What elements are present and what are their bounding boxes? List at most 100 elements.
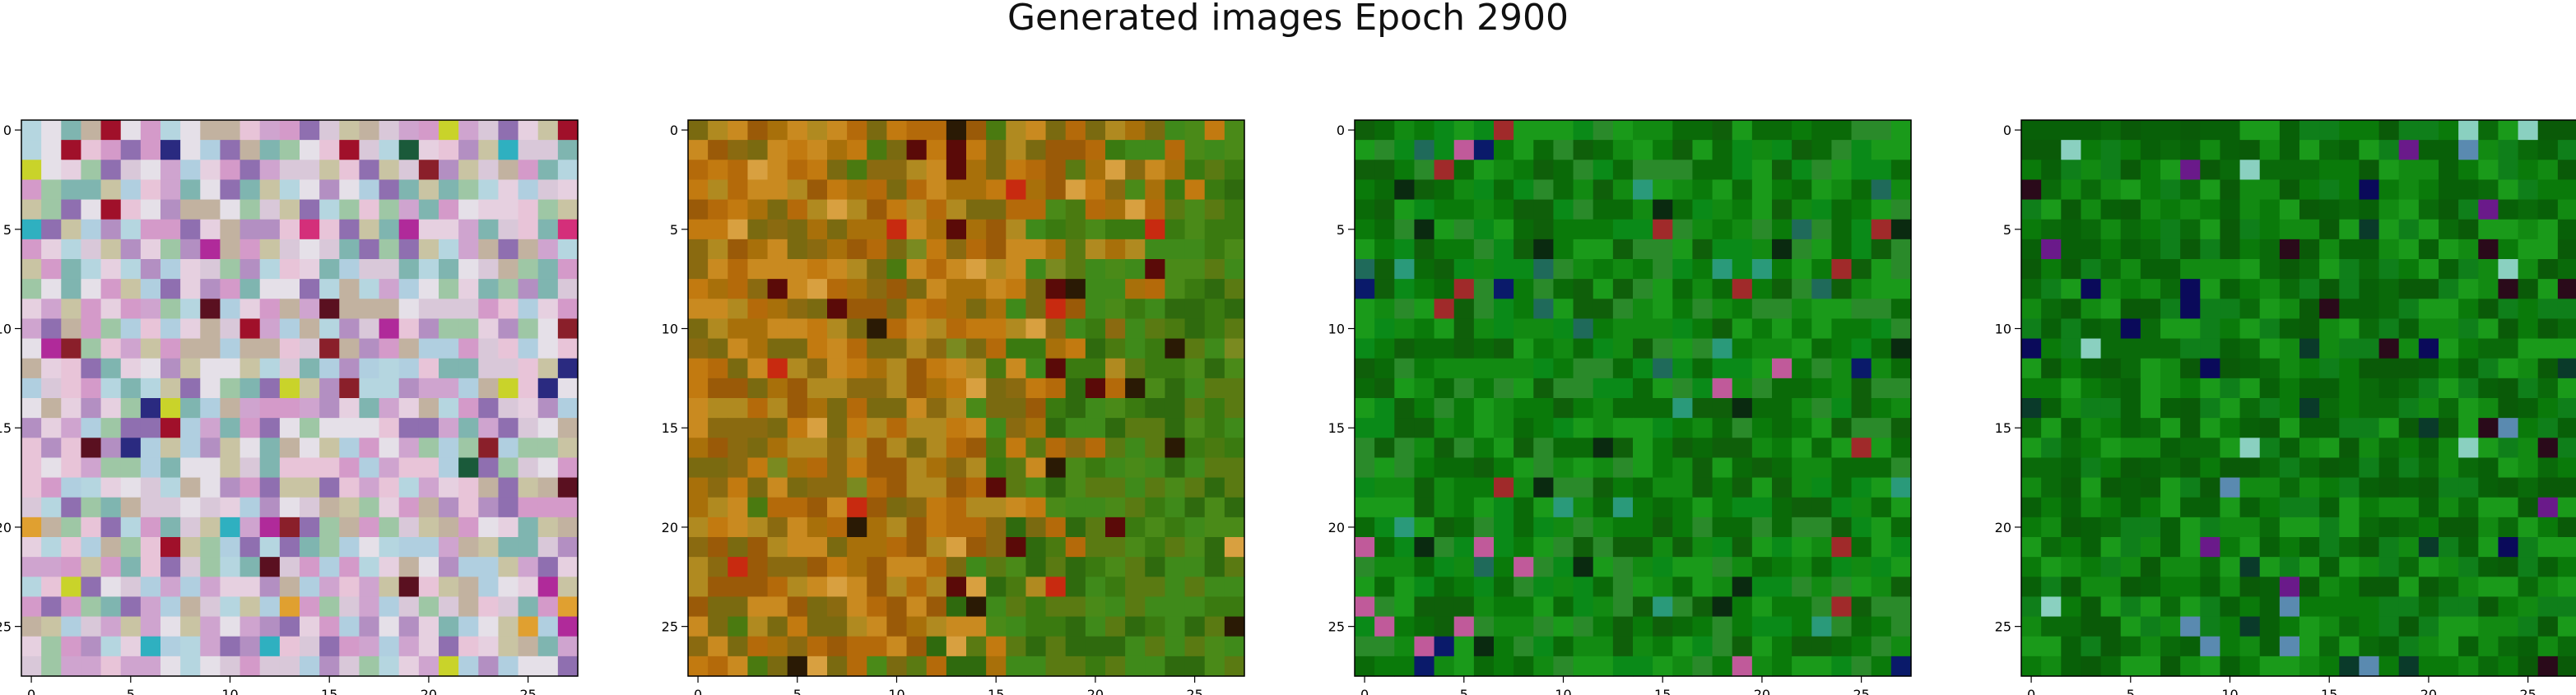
pixel-cell — [827, 616, 848, 637]
pixel-cell — [180, 438, 201, 459]
pixel-cell — [1355, 199, 1375, 220]
pixel-cell — [2120, 299, 2141, 320]
pixel-cell — [239, 239, 261, 260]
pixel-cell — [728, 239, 749, 260]
pixel-cell — [180, 398, 201, 419]
pixel-cell — [1165, 517, 1186, 538]
pixel-cell — [747, 358, 769, 379]
pixel-cell — [518, 596, 539, 618]
pixel-cell — [946, 318, 967, 340]
pixel-cell — [398, 616, 420, 637]
pixel-cell — [1672, 537, 1694, 558]
pixel-cell — [120, 438, 142, 459]
pixel-cell — [1811, 120, 1833, 141]
pixel-cell — [537, 497, 559, 518]
pixel-cell — [498, 636, 519, 657]
pixel-cell — [1593, 358, 1614, 379]
pixel-cell — [1453, 179, 1475, 201]
pixel-cell — [140, 557, 161, 577]
pixel-cell — [1653, 279, 1673, 299]
pixel-cell — [2081, 438, 2102, 459]
pixel-cell — [1573, 398, 1594, 419]
pixel-cell — [200, 438, 221, 459]
pixel-cell — [61, 179, 82, 201]
pixel-cell — [867, 577, 888, 598]
pixel-cell — [2458, 616, 2479, 637]
pixel-cell — [41, 577, 62, 598]
pixel-cell — [1165, 438, 1186, 459]
pixel-cell — [2418, 497, 2439, 518]
pixel-cell — [2299, 636, 2320, 657]
pixel-cell — [1751, 596, 1773, 618]
pixel-cell — [747, 219, 769, 240]
pixel-cell — [1514, 318, 1534, 340]
pixel-cell — [81, 438, 102, 459]
pixel-cell — [359, 279, 380, 299]
pixel-cell — [2200, 577, 2221, 598]
pixel-cell — [2378, 596, 2400, 618]
pixel-cell — [1204, 418, 1225, 438]
pixel-cell — [2398, 557, 2420, 577]
pixel-cell — [2279, 120, 2300, 141]
pixel-cell — [1025, 438, 1047, 459]
pixel-cell — [2220, 656, 2241, 677]
pixel-cell — [478, 477, 500, 498]
pixel-cell — [1851, 219, 1872, 240]
y-tick-label: 25 — [0, 619, 12, 635]
pixel-cell — [319, 199, 340, 220]
pixel-cell — [379, 398, 400, 419]
pixel-cell — [1751, 338, 1773, 359]
pixel-cell — [339, 577, 360, 598]
pixel-cell — [847, 656, 867, 677]
pixel-cell — [966, 636, 987, 657]
pixel-cell — [2398, 338, 2420, 359]
pixel-cell — [1792, 557, 1812, 577]
pixel-cell — [747, 636, 769, 657]
pixel-cell — [1434, 378, 1455, 399]
pixel-cell — [160, 477, 181, 498]
pixel-cell — [728, 517, 749, 538]
pixel-cell — [160, 577, 181, 598]
pixel-cell — [120, 140, 142, 160]
pixel-cell — [398, 656, 420, 677]
pixel-cell — [2259, 219, 2281, 240]
pixel-cell — [1811, 219, 1833, 240]
pixel-cell — [259, 517, 281, 538]
pixel-cell — [180, 656, 201, 677]
pixel-cell — [2398, 438, 2420, 459]
pixel-cell — [1204, 338, 1225, 359]
pixel-cell — [1751, 557, 1773, 577]
pixel-cell — [1831, 557, 1853, 577]
pixel-cell — [1553, 318, 1574, 340]
pixel-cell — [81, 378, 102, 399]
pixel-cell — [1473, 477, 1495, 498]
pixel-cell — [2439, 378, 2459, 399]
pixel-cell — [2180, 557, 2201, 577]
pixel-cell — [847, 358, 867, 379]
pixel-cell — [1612, 219, 1634, 240]
pixel-cell — [2180, 160, 2201, 181]
pixel-cell — [339, 557, 360, 577]
pixel-cell — [1553, 557, 1574, 577]
x-tick-label: 15 — [988, 687, 1004, 695]
pixel-cell — [1414, 438, 1435, 459]
pixel-cell — [2081, 497, 2102, 518]
pixel-cell — [1204, 259, 1225, 280]
pixel-cell — [2319, 378, 2340, 399]
pixel-cell — [1533, 596, 1555, 618]
pixel-cell — [279, 338, 300, 359]
pixel-cell — [906, 318, 928, 340]
pixel-cell — [2259, 279, 2281, 299]
pixel-cell — [906, 259, 928, 280]
x-tick-label: 25 — [2519, 687, 2536, 695]
pixel-cell — [418, 338, 439, 359]
pixel-cell — [140, 120, 161, 141]
pixel-cell — [2259, 318, 2281, 340]
pixel-cell — [1672, 616, 1694, 637]
pixel-cell — [61, 279, 82, 299]
pixel-cell — [906, 616, 928, 637]
pixel-cell — [1045, 438, 1067, 459]
pixel-cell — [61, 438, 82, 459]
pixel-cell — [1414, 259, 1435, 280]
